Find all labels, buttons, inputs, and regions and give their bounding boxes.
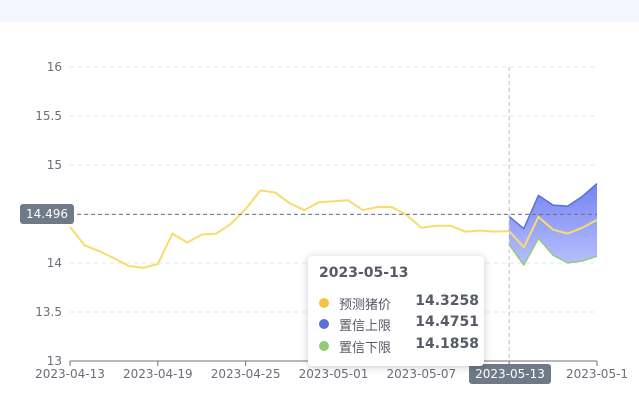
forecast-dot-icon bbox=[319, 298, 329, 308]
tooltip-series-value: 14.3258 bbox=[415, 293, 479, 309]
tooltip-row-lower: 置信下限 14.1858 bbox=[319, 336, 479, 356]
upper-bound-line bbox=[508, 183, 598, 230]
lower-dot-icon bbox=[319, 341, 329, 351]
x-tick-label: 2023-05-07 bbox=[386, 367, 456, 381]
tooltip-row-forecast: 预测猪价 14.3258 bbox=[319, 293, 479, 313]
y-tick-label: 13 bbox=[47, 354, 62, 368]
tooltip-series-value: 14.4751 bbox=[415, 314, 479, 330]
tooltip: 2023-05-13 预测猪价 14.3258 置信上限 14.4751 置信下… bbox=[308, 256, 484, 366]
confidence-band bbox=[509, 183, 597, 265]
x-tick-label: 2023-04-25 bbox=[211, 367, 281, 381]
x-tick-label: 2023-05-1 bbox=[566, 367, 628, 381]
y-axis-pointer-label: 14.496 bbox=[20, 204, 74, 225]
upper-dot-icon bbox=[319, 319, 329, 329]
tooltip-date: 2023-05-13 bbox=[319, 265, 409, 281]
tooltip-series-name: 置信上限 bbox=[339, 319, 392, 334]
x-tick-label: 2023-04-19 bbox=[123, 367, 193, 381]
y-tick-label: 16 bbox=[47, 60, 62, 74]
tooltip-series-name: 置信下限 bbox=[339, 341, 392, 356]
tooltip-series-value: 14.1858 bbox=[415, 336, 479, 352]
y-tick-label: 15.5 bbox=[35, 109, 62, 123]
y-tick-label: 13.5 bbox=[35, 305, 62, 319]
x-tick-label: 2023-04-13 bbox=[35, 367, 105, 381]
y-tick-label: 15 bbox=[47, 158, 62, 172]
lower-bound-line bbox=[508, 237, 598, 266]
tooltip-row-upper: 置信上限 14.4751 bbox=[319, 314, 479, 334]
x-axis-pointer-label: 2023-05-13 bbox=[469, 364, 551, 384]
y-tick-label: 14 bbox=[47, 256, 62, 270]
x-tick-label: 2023-05-01 bbox=[299, 367, 369, 381]
tooltip-series-name: 预测猪价 bbox=[339, 298, 392, 313]
